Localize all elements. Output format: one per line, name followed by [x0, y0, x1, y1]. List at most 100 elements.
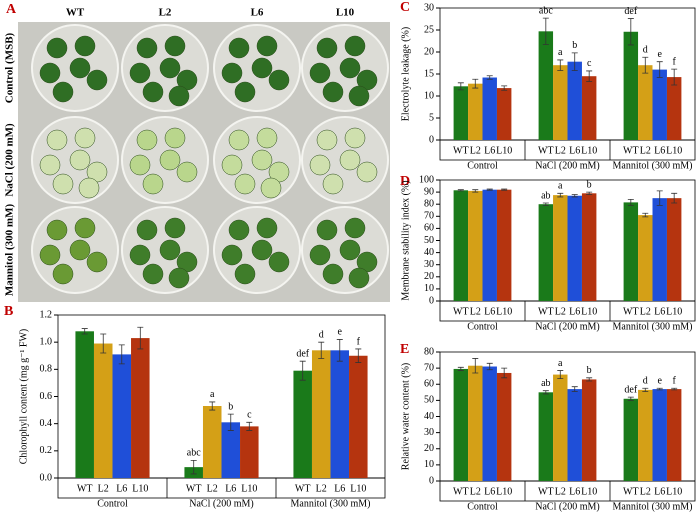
leaf-disc	[159, 149, 181, 171]
bar	[349, 355, 368, 478]
leaf-disc	[78, 177, 100, 199]
error-bar	[501, 85, 508, 91]
y-tick-label: 30	[424, 259, 434, 270]
row-label: NaCl (200 mM)	[4, 123, 16, 197]
series-label: L10	[496, 486, 512, 497]
panel-label: E	[400, 342, 409, 357]
panel-label: D	[400, 174, 410, 189]
y-tick-label: 20	[424, 271, 434, 282]
error-bar	[642, 56, 649, 74]
leaf-disc	[136, 219, 158, 241]
leaf-disc	[322, 263, 344, 285]
significance-letter: d	[643, 376, 648, 387]
bar	[482, 366, 497, 481]
significance-letter: f	[357, 336, 361, 347]
bar	[112, 354, 132, 478]
leaf-disc	[344, 217, 366, 239]
bar	[538, 392, 554, 481]
leaf-disc	[39, 154, 61, 176]
series-label: L6	[116, 483, 127, 494]
y-tick-label: 40	[424, 411, 434, 422]
bar	[652, 389, 667, 481]
y-tick-label: 60	[424, 223, 434, 234]
leaf-disc	[221, 154, 243, 176]
bar	[666, 389, 682, 481]
error-bar	[557, 192, 564, 198]
leaf-disc	[268, 251, 290, 273]
bar	[453, 368, 469, 481]
error-bar	[586, 70, 593, 82]
series-label: WT	[453, 486, 469, 497]
category-label: Mannitol (300 mM)	[291, 498, 371, 509]
leaf-disc	[251, 239, 273, 261]
error-bar	[118, 344, 125, 365]
leaf-disc	[228, 219, 250, 241]
column-label: L10	[336, 7, 355, 19]
bar	[623, 31, 639, 140]
error-bar	[627, 198, 634, 206]
error-bar	[642, 212, 649, 218]
category-label: Control	[467, 321, 498, 332]
series-label: L2	[470, 486, 481, 497]
leaf-disc	[260, 177, 282, 199]
error-bar	[671, 68, 678, 86]
series-label: L6	[484, 306, 495, 317]
y-tick-label: 80	[424, 198, 434, 209]
significance-letter: f	[673, 56, 677, 67]
leaf-disc	[268, 69, 290, 91]
leaf-disc	[46, 37, 68, 59]
error-bar	[227, 413, 234, 431]
bar	[666, 198, 682, 301]
bar	[581, 76, 597, 140]
series-label: L6	[569, 486, 580, 497]
significance-letter: ab	[541, 190, 550, 201]
error-bar	[671, 192, 678, 204]
leaf-disc	[176, 161, 198, 183]
significance-letter: abc	[187, 448, 201, 459]
y-tick-label: 10	[424, 283, 434, 294]
series-label: L2	[555, 306, 566, 317]
error-bar	[656, 387, 663, 391]
y-tick-label: 80	[424, 346, 434, 357]
bar	[538, 31, 554, 140]
y-tick-label: 60	[424, 379, 434, 390]
leaf-disc	[142, 173, 164, 195]
leaf-disc	[256, 127, 278, 149]
leaf-disc	[168, 85, 190, 107]
leaf-disc	[46, 219, 68, 241]
y-tick-label: 25	[424, 24, 434, 35]
bar	[93, 343, 113, 478]
y-tick-label: 5	[429, 112, 434, 123]
error-bar	[627, 18, 634, 46]
bar	[131, 338, 150, 478]
bar	[638, 65, 653, 140]
series-label: L6	[484, 486, 495, 497]
series-label: L6	[569, 145, 580, 156]
leaf-disc	[69, 149, 91, 171]
error-bar	[318, 341, 325, 359]
significance-letter: c	[587, 58, 592, 69]
leaf-disc	[142, 81, 164, 103]
significance-letter: e	[657, 49, 662, 60]
significance-letter: a	[558, 358, 563, 369]
series-label: L10	[581, 145, 597, 156]
leaf-disc	[348, 267, 370, 289]
error-bar	[81, 328, 88, 335]
error-bar	[501, 188, 508, 191]
bar	[666, 77, 682, 140]
significance-letter: def	[296, 348, 309, 359]
y-tick-label: 1.0	[40, 336, 53, 347]
y-tick-label: 0.2	[40, 445, 53, 456]
leaf-disc	[129, 154, 151, 176]
leaf-disc	[234, 81, 256, 103]
significance-letter: e	[657, 376, 662, 387]
leaf-disc	[69, 57, 91, 79]
y-axis-label: Membrane stability index (%)	[400, 180, 411, 300]
bar	[581, 379, 597, 481]
leaf-disc	[348, 85, 370, 107]
category-label: Control	[467, 501, 498, 512]
bar	[623, 398, 639, 481]
bar	[202, 406, 222, 478]
leaf-disc	[136, 129, 158, 151]
